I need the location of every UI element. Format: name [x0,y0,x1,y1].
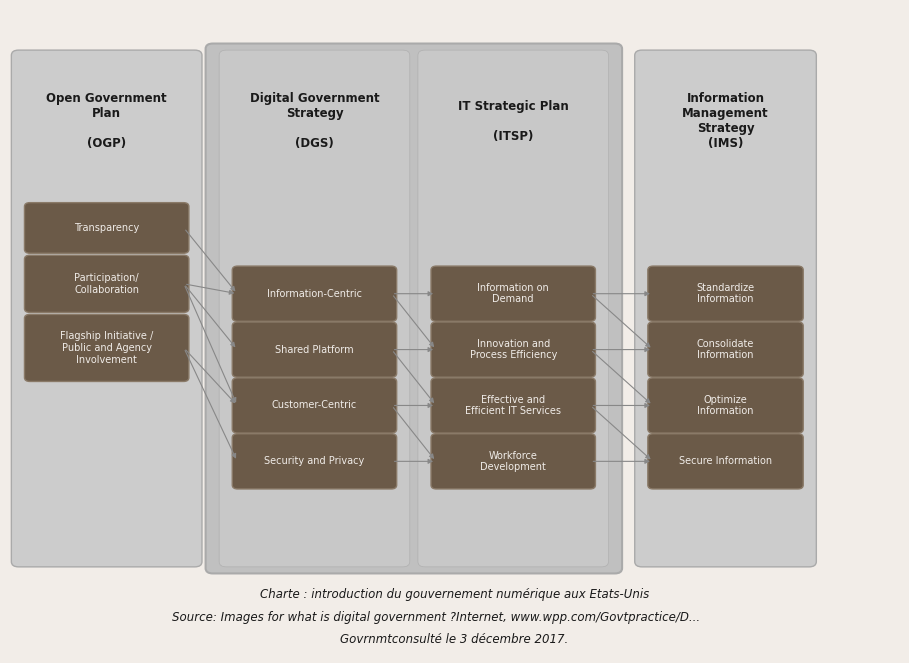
FancyBboxPatch shape [233,322,396,377]
Text: Digital Government
Strategy

(DGS): Digital Government Strategy (DGS) [250,92,379,150]
Text: Standardize
Information: Standardize Information [696,283,754,304]
Text: Customer-Centric: Customer-Centric [272,400,357,410]
Text: Workforce
Development: Workforce Development [480,451,546,472]
FancyBboxPatch shape [25,314,189,381]
FancyBboxPatch shape [233,378,396,433]
FancyBboxPatch shape [205,44,622,573]
FancyBboxPatch shape [25,255,189,312]
Text: Flagship Initiative /
Public and Agency
Involvement: Flagship Initiative / Public and Agency … [60,332,154,365]
FancyBboxPatch shape [431,434,595,489]
FancyBboxPatch shape [219,50,410,567]
FancyBboxPatch shape [648,378,804,433]
FancyBboxPatch shape [11,50,202,567]
Text: Open Government
Plan

(OGP): Open Government Plan (OGP) [46,92,167,150]
Text: Effective and
Efficient IT Services: Effective and Efficient IT Services [465,394,561,416]
FancyBboxPatch shape [25,203,189,253]
Text: Information on
Demand: Information on Demand [477,283,549,304]
Text: Optimize
Information: Optimize Information [697,394,754,416]
Text: IT Strategic Plan

(ITSP): IT Strategic Plan (ITSP) [458,99,569,143]
Text: Participation/
Collaboration: Participation/ Collaboration [75,273,139,294]
Text: Information
Management
Strategy
(IMS): Information Management Strategy (IMS) [683,92,769,150]
FancyBboxPatch shape [431,378,595,433]
Text: Govrnmtconsulté le 3 décembre 2017.: Govrnmtconsulté le 3 décembre 2017. [340,633,569,646]
FancyBboxPatch shape [648,266,804,322]
Text: Security and Privacy: Security and Privacy [265,456,365,466]
Text: Secure Information: Secure Information [679,456,772,466]
FancyBboxPatch shape [634,50,816,567]
FancyBboxPatch shape [233,434,396,489]
Text: Innovation and
Process Efficiency: Innovation and Process Efficiency [470,339,557,361]
FancyBboxPatch shape [233,266,396,322]
Text: Transparency: Transparency [74,223,139,233]
Text: Consolidate
Information: Consolidate Information [697,339,754,361]
Text: Source: Images for what is digital government ?Internet, www.wpp.com/Govtpractic: Source: Images for what is digital gover… [173,611,701,624]
FancyBboxPatch shape [418,50,608,567]
FancyBboxPatch shape [431,266,595,322]
Text: Shared Platform: Shared Platform [275,345,354,355]
FancyBboxPatch shape [431,322,595,377]
FancyBboxPatch shape [648,434,804,489]
FancyBboxPatch shape [648,322,804,377]
Text: Charte : introduction du gouvernement numérique aux Etats-Unis: Charte : introduction du gouvernement nu… [260,588,649,601]
Text: Information-Centric: Information-Centric [267,288,362,299]
